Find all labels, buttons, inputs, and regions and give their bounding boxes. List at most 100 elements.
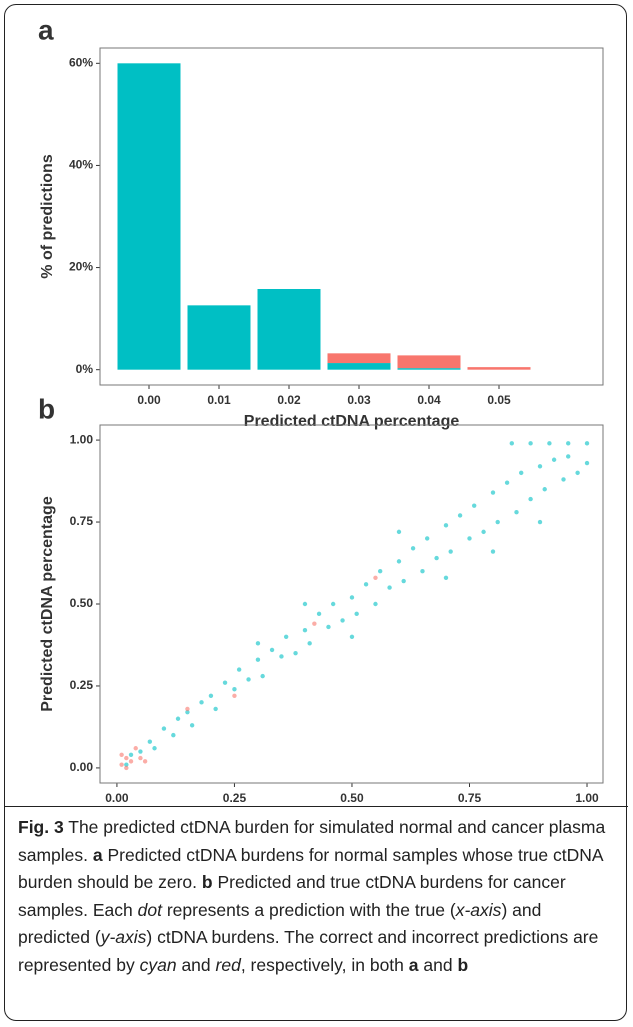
y-tick-label: 40%	[69, 158, 93, 172]
y-tick-label: 0.50	[70, 596, 94, 610]
point	[316, 611, 322, 617]
x-tick-label: 0.50	[340, 791, 364, 805]
point	[119, 752, 124, 758]
point	[377, 569, 383, 574]
caption-run: Predicted and true ctDNA burdens for can…	[18, 872, 566, 920]
x-tick-label: 0.00	[105, 791, 129, 805]
point	[138, 755, 143, 761]
caption-run: and	[418, 954, 458, 975]
point	[443, 523, 449, 528]
point	[424, 536, 430, 541]
point	[584, 441, 590, 446]
caption-run: a	[408, 954, 419, 975]
point	[236, 667, 242, 672]
point	[232, 693, 237, 698]
caption-run: represents a prediction with the true (	[161, 899, 456, 920]
y-tick-label: 0.75	[70, 514, 94, 528]
caption-run: a	[92, 844, 103, 865]
point	[387, 585, 392, 590]
point	[401, 578, 406, 584]
caption: Fig. 3 The predicted ctDNA burden for si…	[18, 814, 614, 979]
point	[537, 519, 543, 525]
point	[124, 762, 129, 767]
caption-run: red	[215, 954, 241, 975]
caption-run: Fig. 3	[18, 817, 64, 837]
point	[124, 765, 129, 771]
point	[283, 634, 289, 639]
x-tick-label: 0.02	[277, 393, 301, 407]
point	[269, 647, 275, 653]
bar-segment	[397, 368, 461, 370]
caption-run: cyan	[139, 954, 177, 975]
y-axis-title: Predicted ctDNA percentage	[39, 496, 56, 712]
x-tick-label: 0.00	[137, 393, 161, 407]
point	[293, 650, 298, 656]
panel-label: a	[38, 14, 54, 45]
point	[222, 680, 228, 685]
point	[373, 601, 378, 607]
point	[584, 460, 590, 466]
point	[566, 454, 571, 459]
point	[396, 559, 402, 564]
y-tick-label: 0%	[76, 362, 94, 376]
y-axis-title: % of predictions	[39, 154, 56, 279]
bar-segment	[257, 289, 321, 370]
point	[537, 464, 543, 469]
bar-segment	[187, 305, 251, 370]
point	[279, 654, 284, 659]
x-tick-label: 0.25	[223, 791, 247, 805]
point	[124, 755, 129, 761]
point	[147, 739, 153, 744]
point	[504, 480, 510, 485]
point	[185, 706, 190, 712]
point	[161, 726, 167, 731]
x-tick-label: 0.75	[458, 791, 482, 805]
point	[396, 529, 402, 535]
bar-segment	[327, 353, 391, 364]
point	[302, 601, 308, 607]
point	[519, 470, 524, 476]
point	[471, 503, 477, 508]
point	[128, 759, 134, 764]
point	[467, 536, 472, 541]
point	[542, 487, 547, 492]
point	[340, 618, 345, 623]
point	[133, 746, 138, 751]
figure-frame	[4, 4, 627, 1021]
bar-segment	[327, 363, 391, 370]
point	[528, 441, 533, 446]
x-tick-label: 0.04	[417, 393, 441, 407]
point	[138, 749, 143, 754]
point	[142, 759, 148, 764]
point	[457, 513, 463, 518]
point	[566, 441, 571, 446]
panel-label: b	[38, 393, 55, 424]
point	[307, 641, 312, 646]
caption-run: dot	[137, 899, 162, 920]
x-tick-label: 0.01	[207, 393, 231, 407]
point	[152, 746, 157, 751]
point	[171, 732, 176, 738]
point	[354, 611, 359, 617]
point	[490, 549, 496, 554]
point	[575, 470, 580, 476]
caption-run: , respectively, in both	[240, 954, 409, 975]
point	[349, 634, 355, 639]
caption-run: b	[457, 954, 469, 975]
caption-run: ) ctDNA burdens. The correct and incorre…	[18, 927, 599, 975]
x-tick-label: 0.05	[487, 393, 511, 407]
point	[495, 519, 500, 525]
point	[260, 673, 265, 679]
figure: a 0% 20% 40% 60% 0.00 0.01 0.02 0.03 0.04 0.05 Pred…	[38, 14, 604, 805]
point	[448, 549, 453, 554]
point	[175, 716, 181, 721]
y-tick-label: 60%	[69, 55, 93, 69]
y-tick-label: 1.00	[70, 432, 94, 446]
y-tick-label: 0.25	[70, 678, 94, 692]
caption-run: The predicted ctDNA burden for simulated…	[18, 817, 606, 865]
point	[312, 621, 317, 626]
caption-run: and	[176, 954, 216, 975]
caption-separator	[5, 806, 628, 807]
point	[330, 601, 336, 607]
point	[326, 624, 331, 630]
